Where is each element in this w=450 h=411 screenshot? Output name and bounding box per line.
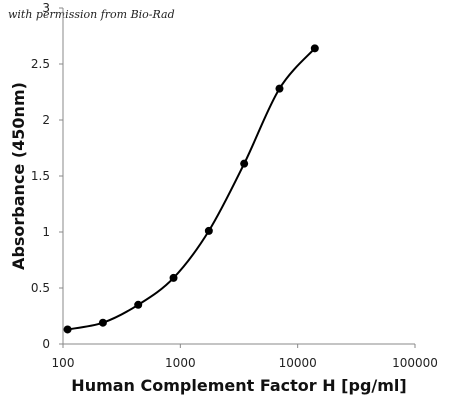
- data-point: [98, 318, 107, 327]
- y-tick-label: 2: [42, 113, 50, 127]
- data-point: [310, 44, 319, 53]
- data-point: [134, 300, 143, 309]
- x-tick-label: 1000: [165, 356, 196, 370]
- y-tick-label: 0: [42, 337, 50, 351]
- y-tick-label: 1: [42, 225, 50, 239]
- data-point: [240, 159, 249, 168]
- data-point: [169, 273, 178, 282]
- x-tick-label: 100: [52, 356, 75, 370]
- y-tick-label: 0.5: [31, 281, 50, 295]
- y-axis-ticks: 0 0.5 1 1.5 2 2.5 3: [31, 1, 63, 351]
- y-tick-label: 2.5: [31, 57, 50, 71]
- credit-text: with permission from Bio-Rad: [8, 8, 175, 21]
- data-points: [63, 44, 319, 334]
- data-point: [204, 226, 213, 235]
- x-axis-ticks: 100 1000 10000 100000: [52, 344, 438, 370]
- fit-curve: [67, 47, 316, 331]
- x-tick-label: 10000: [279, 356, 317, 370]
- y-axis-title: Absorbance (450nm): [9, 82, 28, 270]
- data-point: [63, 325, 72, 334]
- x-axis-title: Human Complement Factor H [pg/ml]: [71, 376, 406, 395]
- data-point: [275, 84, 284, 93]
- x-tick-label: 100000: [392, 356, 438, 370]
- y-tick-label: 1.5: [31, 169, 50, 183]
- y-tick-label: 3: [42, 1, 50, 15]
